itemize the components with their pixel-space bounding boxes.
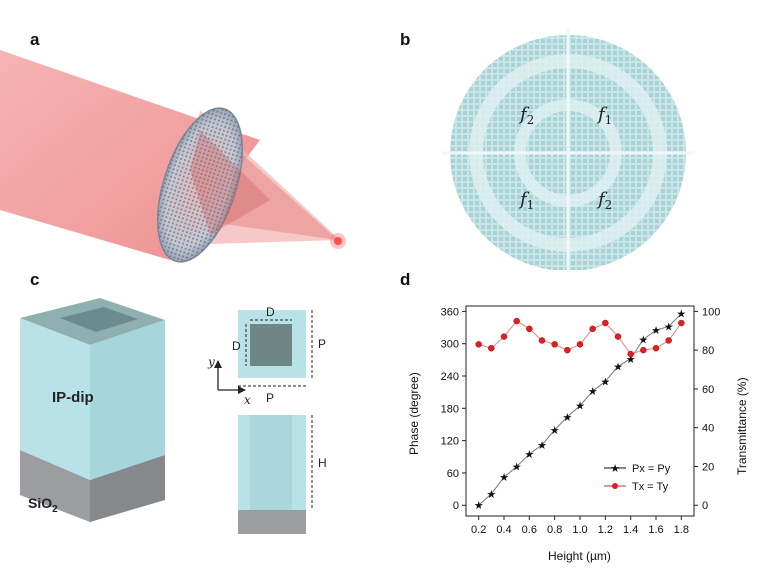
dim-label-p-right: P [318,337,326,351]
phase-point: ★ [562,412,572,424]
x-tick-label: 0.8 [547,524,562,536]
panel-label-a: a [30,30,40,49]
phase-point: ★ [550,425,560,437]
phase-point: ★ [588,386,598,398]
hole-top-view [250,324,292,366]
substrate-side [90,455,165,522]
y2-tick-label: 0 [702,500,708,512]
y-tick-label: 240 [441,371,459,383]
transmittance-point [678,319,685,327]
lens-facets [190,130,270,235]
phase-point: ★ [613,361,623,373]
axis-x-label: x [244,393,251,407]
transmittance-point [589,325,596,333]
phase-point: ★ [486,489,496,501]
transmittance-point [513,317,520,325]
x-tick-label: 0.4 [496,524,511,536]
transmittance-point [627,350,634,358]
transmittance-point [652,344,660,352]
transmittance-point [526,325,533,333]
x-tick-label: 1.4 [623,524,638,536]
pillar-side-face [90,320,165,480]
panel-a-beam-illustration [0,50,346,263]
panel-d-chart: 0.2 0.4 0.6 0.8 1.0 1.2 1.4 1.6 1.8 0 60 120 180 240… [407,305,749,563]
y2-tick-label: 40 [702,423,714,435]
dim-label-p-bottom: P [266,391,274,405]
phase-point: ★ [537,440,547,452]
transmittance-point [640,346,647,354]
x-tick-label: 1.6 [648,524,663,536]
y-tick-label: 360 [441,306,459,318]
y-tick-label: 300 [441,339,459,351]
transmittance-point [576,341,584,348]
panel-b-lens-layout: f2 f1 f1 f2 [442,28,695,270]
focal-glow [330,233,346,249]
transmittance-point [500,333,508,340]
x-tick-label: 0.6 [522,524,537,536]
y-tick-label: 120 [441,436,459,448]
svg-text:★: ★ [610,463,620,475]
x-tick-label: 1.0 [572,524,587,536]
pillar-material-label: IP-dip [52,389,94,406]
phase-point: ★ [651,325,661,337]
legend-label-trans: Tx = Ty [632,481,669,493]
y2-tick-label: 80 [702,345,714,357]
panel-label-c: c [30,270,40,289]
pillar-top-hole [60,307,138,332]
x-axis-label: Height (µm) [548,549,611,563]
transmittance-point [602,319,609,327]
dim-label-h: H [318,456,327,470]
phase-point: ★ [474,500,484,512]
y-tick-label: 180 [441,403,459,415]
phase-point: ★ [638,334,648,346]
substrate-front [20,450,90,522]
transmittance-point [665,337,672,344]
y2-tick-label: 60 [702,384,714,396]
phase-point: ★ [676,309,686,321]
transmittance-point [475,341,482,348]
substrate-side-view [238,510,306,534]
phase-point: ★ [575,401,585,413]
panel-c-unit-cell: IP-dip SiO2 D D P P y x H [20,298,327,534]
transmittance-point [564,346,571,354]
y2-tick-label: 100 [702,306,720,318]
transmittance-point [538,337,546,344]
metalens-pillars [157,108,243,262]
x-tick-label: 0.2 [471,524,486,536]
phase-series-line [478,313,682,506]
hole-side-view [250,415,292,510]
legend-label-phase: Px = Py [632,463,671,475]
phase-point: ★ [600,376,610,388]
x-tick-label: 1.2 [598,524,613,536]
transmittance-point [488,344,495,352]
y2-tick-label: 20 [702,461,714,473]
substrate-material-label: SiO2 [28,495,58,515]
focal-spot [334,237,342,245]
phase-point: ★ [524,449,534,461]
axis-y-label: y [207,355,215,369]
phase-point: ★ [499,472,509,484]
y-tick-label: 60 [447,468,459,480]
dim-label-d-left: D [232,339,241,353]
y-tick-label: 0 [453,500,459,512]
legend: ★ Px = Py Tx = Ty [604,463,671,493]
axis-y-arrowhead [214,360,222,368]
transmittance-point [551,341,558,348]
phase-point: ★ [512,461,522,473]
panel-label-d: d [400,270,411,289]
y-axis-label: Phase (degree) [407,372,421,455]
axis-x-arrowhead [238,386,246,394]
x-tick-label: 1.8 [674,524,689,536]
dim-label-d-top: D [266,305,275,319]
y2-axis-label: Transmittance (%) [735,377,749,475]
phase-point: ★ [626,354,636,366]
pillar-front-face [20,318,90,480]
transmittance-point [614,333,622,340]
panel-label-b: b [400,30,411,49]
phase-point: ★ [664,321,674,333]
